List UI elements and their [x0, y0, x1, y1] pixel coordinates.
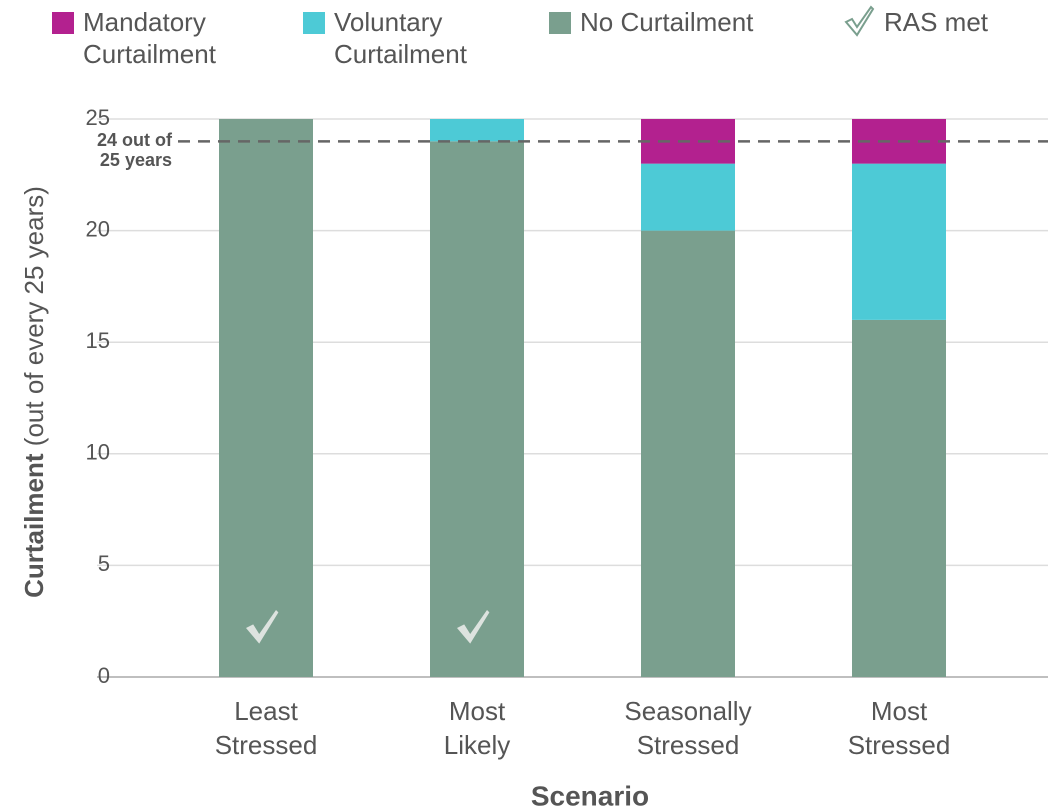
y-axis-label-note: (out of every 25 years) — [19, 186, 49, 446]
y-axis-label-main: Curtailment — [19, 453, 49, 598]
legend-swatch — [303, 12, 325, 34]
legend-label: Voluntary Curtailment — [334, 7, 468, 69]
y-tick-label: 0 — [98, 663, 110, 688]
legend-swatch — [549, 12, 571, 34]
y-tick-label: 25 — [86, 105, 110, 130]
x-tick-label: Least Stressed — [215, 696, 318, 760]
bar-segment — [219, 119, 313, 677]
x-tick-label: Seasonally Stressed — [624, 696, 751, 760]
ras-check — [246, 610, 279, 644]
y-tick-label: 15 — [86, 328, 110, 353]
legend-label: No Curtailment — [580, 7, 754, 37]
y-axis-label: Curtailment (out of every 25 years) — [19, 186, 49, 598]
x-tick-label: Most Stressed — [848, 696, 951, 760]
ras-check — [457, 610, 490, 644]
bar-segment — [852, 319, 946, 677]
y-tick-label: 5 — [98, 551, 110, 576]
legend-label: Mandatory Curtailment — [83, 7, 217, 69]
x-tick-label: Most Likely — [444, 696, 510, 760]
bar-segment — [641, 230, 735, 677]
legend-check — [844, 5, 875, 37]
reference-label: 25 years — [100, 150, 172, 170]
x-axis-label: Scenario — [531, 780, 649, 811]
legend-swatch — [52, 12, 74, 34]
y-tick-label: 20 — [86, 216, 110, 241]
bar-segment — [852, 163, 946, 320]
y-tick-label: 10 — [86, 440, 110, 465]
bar-segment — [430, 141, 524, 677]
legend-label: RAS met — [884, 7, 989, 37]
bar-segment — [641, 163, 735, 231]
bar-segment — [430, 119, 524, 142]
reference-label: 24 out of — [97, 130, 173, 150]
